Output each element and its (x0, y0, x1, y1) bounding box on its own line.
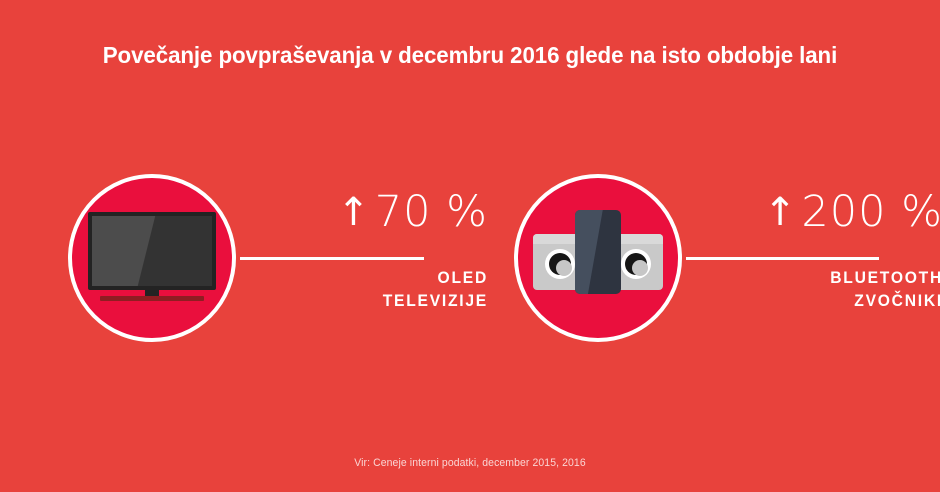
stat-label-bluetooth: BLUETOOTH ZVOČNIKI (707, 266, 940, 312)
stat-label-oled: OLED TELEVIZIJE (260, 266, 488, 312)
stat-label-line1: OLED (437, 268, 488, 287)
stat-icon-circle (68, 174, 236, 342)
stat-connector-line (686, 257, 879, 260)
stat-value-number: 200 % (801, 187, 940, 237)
television-icon (88, 212, 216, 304)
stat-value-oled: ↑70 % (240, 186, 488, 240)
stat-value-bluetooth: ↑200 % (686, 186, 940, 240)
stat-group-oled-televisions: ↑70 % OLED TELEVIZIJE (66, 170, 488, 360)
speaker-cone-right (621, 249, 651, 279)
tv-screen (92, 216, 212, 286)
stat-label-line2: TELEVIZIJE (382, 291, 488, 310)
bluetooth-speaker-icon (533, 208, 663, 308)
arrow-up-icon: ↑ (763, 190, 798, 235)
stat-value-number: 70 % (374, 187, 488, 237)
tv-stand-base (100, 296, 204, 301)
tv-screen-gloss (92, 216, 157, 286)
speaker-center-gloss (575, 210, 605, 294)
stat-group-bluetooth-speakers: ↑200 % BLUETOOTH ZVOČNIKI (512, 170, 940, 360)
stat-icon-circle (514, 174, 682, 342)
page-title: Povečanje povpraševanja v decembru 2016 … (102, 42, 838, 68)
speaker-cone-left (545, 249, 575, 279)
source-footnote: Vir: Ceneje interni podatki, december 20… (354, 457, 586, 469)
speaker-cone-ring (625, 253, 648, 276)
tv-frame (88, 212, 216, 290)
speaker-cone-ring (549, 253, 572, 276)
speaker-center-module (575, 210, 621, 294)
speaker-cone-center (556, 260, 572, 276)
arrow-up-icon: ↑ (337, 190, 371, 235)
stat-connector-line (240, 257, 424, 260)
stat-label-line1: BLUETOOTH (830, 268, 940, 287)
stat-label-line2: ZVOČNIKI (854, 291, 940, 310)
tv-stand-neck (145, 290, 159, 297)
speaker-cone-center (632, 260, 648, 276)
